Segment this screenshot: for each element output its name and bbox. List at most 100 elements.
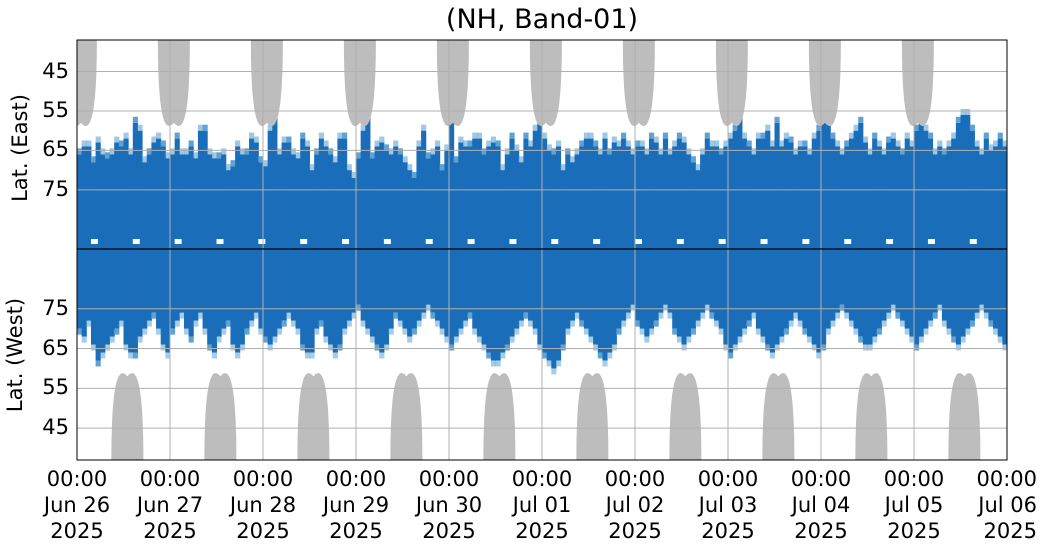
activity-edge-east xyxy=(593,140,599,147)
activity-edge-west xyxy=(430,312,436,319)
activity-cell-east xyxy=(825,122,831,249)
activity-cell-east xyxy=(993,146,999,249)
activity-edge-west xyxy=(476,336,483,343)
y-axis-label-east: Lat. (East) xyxy=(7,94,32,202)
activity-edge-west xyxy=(407,336,413,343)
activity-cell-west xyxy=(114,249,120,329)
activity-edge-east xyxy=(86,140,92,147)
activity-edge-east xyxy=(565,148,571,155)
activity-edge-east xyxy=(616,140,622,147)
activity-cell-west xyxy=(472,249,478,329)
activity-cell-east xyxy=(81,146,87,249)
activity-gap xyxy=(886,239,894,244)
activity-cell-east xyxy=(821,114,827,249)
activity-edge-east xyxy=(741,132,748,139)
x-tick-year: 2025 xyxy=(143,519,197,543)
activity-cell-west xyxy=(900,249,906,321)
activity-edge-west xyxy=(393,312,399,319)
activity-cell-west xyxy=(709,249,715,313)
activity-edge-east xyxy=(988,144,994,151)
activity-edge-west xyxy=(286,312,292,319)
activity-cell-west xyxy=(183,249,190,329)
activity-edge-east xyxy=(765,124,771,131)
chart-title: (NH, Band-01) xyxy=(445,4,639,35)
activity-cell-west xyxy=(593,249,599,345)
x-tick-time: 00:00 xyxy=(511,467,573,491)
activity-edge-east xyxy=(304,140,310,147)
x-tick-date: Jun 26 xyxy=(43,493,111,517)
activity-cell-west xyxy=(290,249,297,321)
activity-edge-east xyxy=(523,132,529,139)
activity-cell-east xyxy=(602,138,608,249)
activity-edge-west xyxy=(165,352,171,359)
activity-cell-east xyxy=(672,146,678,249)
activity-cell-east xyxy=(174,138,180,249)
activity-edge-east xyxy=(923,124,929,131)
activity-edge-east xyxy=(914,124,920,131)
activity-cell-west xyxy=(653,249,659,321)
activity-cell-east xyxy=(151,142,157,249)
activity-edge-east xyxy=(402,156,408,163)
activity-edge-east xyxy=(472,132,478,139)
activity-edge-east xyxy=(123,132,129,139)
activity-edge-west xyxy=(802,328,808,335)
activity-edge-east xyxy=(723,140,729,147)
activity-edge-west xyxy=(449,344,455,351)
activity-edge-west xyxy=(765,344,771,351)
activity-cell-west xyxy=(904,249,910,329)
activity-cell-east xyxy=(551,154,557,249)
activity-cell-west xyxy=(574,249,580,313)
activity-edge-west xyxy=(946,328,952,335)
activity-edge-east xyxy=(979,148,985,155)
activity-cell-east xyxy=(100,154,106,249)
activity-edge-west xyxy=(593,344,599,351)
activity-edge-east xyxy=(946,140,952,147)
activity-edge-west xyxy=(170,328,176,335)
activity-edge-west xyxy=(528,320,534,327)
activity-cell-east xyxy=(156,138,162,249)
activity-cell-west xyxy=(165,249,171,353)
activity-edge-west xyxy=(862,344,868,351)
activity-cell-east xyxy=(900,154,906,249)
activity-edge-west xyxy=(128,352,134,359)
activity-edge-west xyxy=(718,328,724,335)
activity-cell-west xyxy=(365,249,371,329)
activity-edge-east xyxy=(755,132,762,139)
activity-cell-east xyxy=(379,142,385,249)
x-tick-label: 00:00 Jul 03 2025 xyxy=(673,466,783,544)
activity-gap xyxy=(342,239,350,244)
activity-edge-west xyxy=(388,328,394,335)
activity-edge-west xyxy=(607,352,613,359)
activity-cell-east xyxy=(393,146,399,249)
activity-cell-west xyxy=(1002,249,1007,345)
activity-cell-west xyxy=(616,249,622,329)
activity-gap xyxy=(927,239,935,244)
activity-cell-west xyxy=(449,249,455,345)
x-tick-date: Jul 06 xyxy=(978,493,1037,517)
activity-edge-east xyxy=(258,156,264,163)
activity-edge-west xyxy=(993,328,999,335)
activity-edge-west xyxy=(160,344,166,351)
activity-edge-east xyxy=(993,140,999,147)
activity-edge-west xyxy=(807,336,813,343)
activity-cell-west xyxy=(323,249,329,337)
activity-cell-east xyxy=(946,146,952,249)
activity-cell-west xyxy=(909,249,915,337)
activity-edge-west xyxy=(793,312,799,319)
activity-cell-east xyxy=(449,122,455,249)
daylight-region-west xyxy=(204,373,237,460)
activity-edge-east xyxy=(951,132,957,139)
activity-cell-west xyxy=(569,249,576,321)
activity-edge-west xyxy=(900,320,906,327)
activity-cell-east xyxy=(714,146,720,249)
activity-edge-west xyxy=(639,328,645,335)
activity-edge-west xyxy=(118,320,124,327)
activity-cell-west xyxy=(421,249,427,313)
activity-cell-west xyxy=(746,249,752,321)
activity-cell-east xyxy=(751,154,757,249)
activity-edge-west xyxy=(244,328,250,335)
activity-cell-east xyxy=(858,122,864,249)
activity-cell-east xyxy=(523,138,529,249)
daylight-region-west xyxy=(111,373,144,460)
activity-cell-west xyxy=(658,249,664,313)
